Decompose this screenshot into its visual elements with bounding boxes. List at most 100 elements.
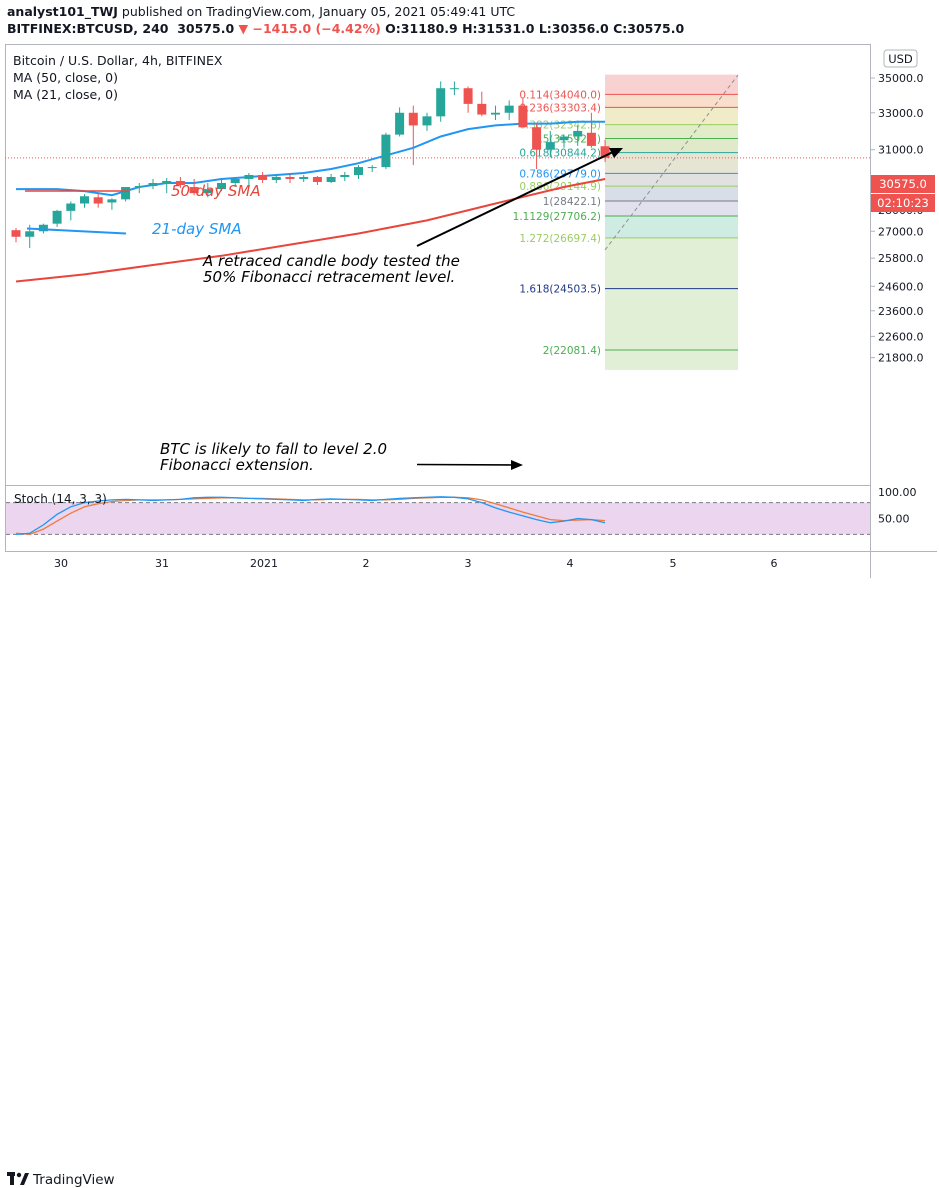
candle-body bbox=[189, 187, 199, 194]
candle-body bbox=[436, 88, 446, 117]
price-tick-label: 22600.0 bbox=[878, 330, 924, 343]
candle-body bbox=[134, 186, 144, 188]
fib-zone bbox=[605, 152, 738, 174]
candle-body bbox=[367, 167, 377, 169]
annotations: 50-day SMA 21-day SMA A retraced candle … bbox=[152, 182, 460, 474]
candle-body bbox=[395, 112, 405, 135]
note2-line1: BTC is likely to fall to level 2.0 bbox=[160, 440, 387, 458]
candle-body bbox=[175, 180, 185, 186]
candle-body bbox=[381, 134, 391, 168]
candle-body bbox=[162, 180, 172, 183]
candle-body bbox=[93, 197, 103, 204]
legend-ma50: MA (50, close, 0) bbox=[13, 70, 118, 85]
price-tick-label: 33000.0 bbox=[878, 107, 924, 120]
fib-zone bbox=[605, 173, 738, 187]
stoch-label: Stoch (14, 3, 3) bbox=[14, 492, 107, 506]
chart-header: analyst101_TWJ published on TradingView.… bbox=[0, 0, 939, 40]
candle-body bbox=[52, 210, 62, 224]
candle-body bbox=[532, 127, 542, 150]
fibonacci-tool[interactable]: 0.114(34040.0)0.236(33303.4) 0.382(32342.… bbox=[513, 74, 738, 370]
last-price-tag-text: 30575.0 bbox=[879, 177, 927, 191]
candle-body bbox=[121, 187, 131, 200]
tradingview-brand[interactable]: TradingView bbox=[33, 1172, 115, 1188]
candle-body bbox=[217, 182, 226, 190]
time-tick-label: 6 bbox=[771, 557, 778, 570]
candle-body bbox=[244, 174, 254, 179]
candle-body bbox=[449, 88, 459, 90]
down-arrow-icon: ▼ bbox=[238, 21, 249, 36]
candle-body bbox=[38, 224, 48, 232]
candle-body bbox=[491, 112, 500, 115]
price-tick-label: 25800.0 bbox=[878, 252, 924, 265]
candle-body bbox=[25, 231, 35, 237]
tradingview-logo-icon[interactable] bbox=[7, 1172, 29, 1186]
stoch-band bbox=[6, 502, 870, 535]
candle-body bbox=[504, 105, 514, 113]
publish-info: analyst101_TWJ published on TradingView.… bbox=[7, 4, 515, 19]
chart-area[interactable]: 0.114(34040.0) 0.236(33303.4) 0.382(32342.… bbox=[5, 44, 937, 578]
candle-body bbox=[66, 203, 76, 211]
candle-body bbox=[326, 176, 336, 182]
candle-body bbox=[586, 132, 596, 146]
candle-body bbox=[600, 146, 610, 158]
candle-body bbox=[258, 174, 268, 180]
drawings[interactable] bbox=[25, 74, 739, 470]
fib-level-label: 0.786(29779.0) bbox=[519, 168, 601, 180]
fib-zone bbox=[605, 186, 738, 201]
chart-svg[interactable]: 0.114(34040.0)0.236(33303.4) 0.382(32342.… bbox=[5, 44, 937, 578]
time-tick-label: 31 bbox=[155, 557, 169, 570]
price-tick-label: 35000.0 bbox=[878, 72, 924, 85]
symbol-label: BITFINEX:BTCUSD, 240 bbox=[7, 21, 169, 36]
candle-body bbox=[340, 174, 350, 177]
author-name[interactable]: analyst101_TWJ bbox=[7, 4, 118, 19]
fib-zone bbox=[605, 288, 738, 351]
time-tick-label: 4 bbox=[567, 557, 574, 570]
time-axis[interactable]: 30 31 2021 2 3 4 5 6 bbox=[54, 557, 778, 570]
fib-zone bbox=[605, 107, 738, 125]
fib-zone bbox=[605, 94, 738, 108]
candle-body bbox=[11, 230, 21, 237]
arrow-head-icon bbox=[609, 148, 623, 158]
price-change: −1415.0 (−4.42%) bbox=[252, 21, 381, 36]
publish-date: published on TradingView.com, January 05… bbox=[117, 4, 516, 19]
trend-arrow-line[interactable] bbox=[416, 151, 614, 247]
candle-body bbox=[285, 176, 295, 179]
candle-body bbox=[463, 88, 473, 104]
time-tick-label: 5 bbox=[670, 557, 677, 570]
currency-button[interactable] bbox=[883, 49, 918, 68]
note1-line2: 50% Fibonacci retracement level. bbox=[203, 268, 455, 286]
fib-level-label: 0.618(30844.2) bbox=[519, 148, 601, 160]
fib-zone bbox=[605, 124, 738, 139]
time-tick-label: 2 bbox=[363, 557, 370, 570]
footer: TradingView bbox=[0, 582, 939, 1188]
fib-zone bbox=[605, 138, 738, 153]
candle-body bbox=[408, 112, 418, 126]
price-axis[interactable]: 35000.033000.031000.029000.028000.027000… bbox=[871, 72, 924, 365]
note1-line1: A retraced candle body tested the bbox=[202, 252, 460, 270]
fib-zone bbox=[605, 216, 738, 238]
currency-label: USD bbox=[888, 52, 913, 66]
candle-body bbox=[107, 199, 117, 203]
candle-body bbox=[477, 103, 487, 115]
sma50-label: 50-day SMA bbox=[171, 182, 261, 200]
price-tick-label: 31000.0 bbox=[878, 144, 924, 157]
price-tick-label: 23600.0 bbox=[878, 305, 924, 318]
time-tick-label: 2021 bbox=[250, 557, 278, 570]
price-tick-label: 27000.0 bbox=[878, 225, 924, 238]
fib-level-label: 0.236(33303.4) bbox=[519, 102, 601, 114]
candle-body bbox=[545, 142, 555, 150]
time-tick-label: 30 bbox=[54, 557, 68, 570]
sma21-marker-line[interactable] bbox=[26, 227, 127, 235]
fib-level-label: 1.618(24503.5) bbox=[519, 284, 601, 296]
fib-zone bbox=[605, 200, 738, 217]
fib-level-label: 1.1129(27706.2) bbox=[513, 211, 601, 223]
target-arrow-line[interactable] bbox=[416, 463, 514, 466]
fib-trendline[interactable] bbox=[604, 74, 739, 251]
time-tick-label: 3 bbox=[465, 557, 472, 570]
candle-body bbox=[299, 176, 309, 179]
candle-body bbox=[312, 176, 322, 182]
chart-legend: Bitcoin / U.S. Dollar, 4h, BITFINEX MA (… bbox=[13, 53, 223, 102]
ohlc-info: BITFINEX:BTCUSD, 240 30575.0 ▼ −1415.0 (… bbox=[7, 21, 684, 36]
stochastic-oscillator: 100.00 50.00 bbox=[6, 486, 917, 536]
candle-body bbox=[422, 116, 432, 126]
